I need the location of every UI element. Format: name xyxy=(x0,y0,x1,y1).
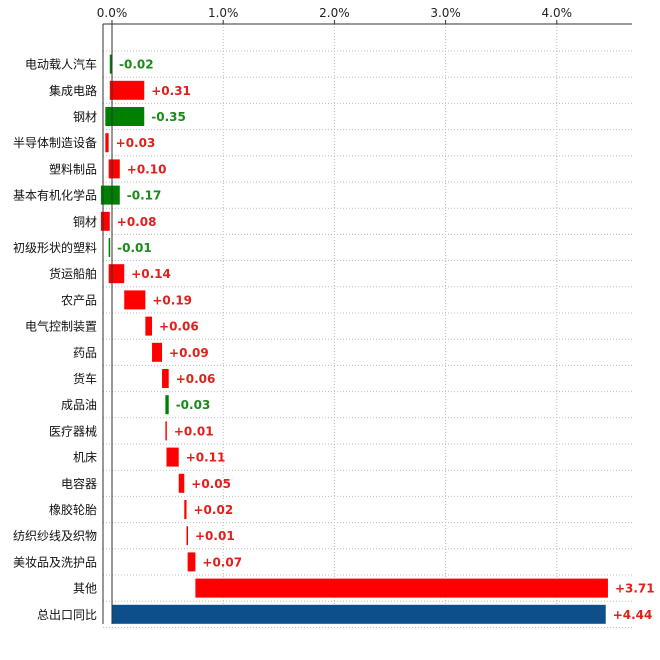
value-label: +0.31 xyxy=(151,84,191,98)
waterfall-bar xyxy=(108,264,125,284)
category-label: 其他 xyxy=(73,582,97,596)
value-label: +0.02 xyxy=(194,503,234,517)
waterfall-bar xyxy=(145,316,153,336)
category-label: 成品油 xyxy=(61,398,97,412)
x-tick-labels: 0.0% 1.0% 2.0% 3.0% 4.0% xyxy=(97,6,572,24)
category-label: 初级形状的塑料 xyxy=(13,240,97,255)
waterfall-bar xyxy=(124,290,146,310)
waterfall-bar xyxy=(184,500,187,519)
waterfall-bar xyxy=(186,526,189,546)
bars xyxy=(100,54,608,624)
value-label: +4.44 xyxy=(613,608,653,622)
category-label: 美妆品及洗护品 xyxy=(13,555,97,569)
category-label: 医疗器械 xyxy=(49,423,97,438)
value-label: +0.19 xyxy=(152,293,192,307)
value-label: +0.06 xyxy=(159,320,199,334)
waterfall-bar xyxy=(108,238,111,257)
value-label: +0.10 xyxy=(127,162,167,176)
waterfall-bar xyxy=(152,342,163,362)
category-label: 货运船舶 xyxy=(49,266,97,281)
value-label: -0.02 xyxy=(119,58,154,72)
category-label: 机床 xyxy=(73,451,97,465)
category-labels: 电动载人汽车集成电路钢材半导体制造设备塑料制品基本有机化学品铜材初级形状的塑料货… xyxy=(13,57,97,622)
x-tick-label: 1.0% xyxy=(208,6,239,20)
axes xyxy=(102,23,632,624)
waterfall-bar xyxy=(195,578,608,598)
value-label: +0.03 xyxy=(116,136,156,150)
category-label: 电气控制装置 xyxy=(25,319,97,334)
x-tick-label: 3.0% xyxy=(430,6,461,20)
category-label: 电容器 xyxy=(61,476,97,491)
category-label: 农产品 xyxy=(61,293,97,307)
category-label: 铜材 xyxy=(73,214,97,229)
waterfall-bar xyxy=(105,133,109,153)
value-label: +3.71 xyxy=(615,582,655,596)
waterfall-bar xyxy=(100,185,120,205)
waterfall-bar xyxy=(178,473,185,493)
category-label: 橡胶轮胎 xyxy=(49,502,97,517)
category-label: 基本有机化学品 xyxy=(13,188,97,203)
value-label: +0.09 xyxy=(169,346,209,360)
value-label: +0.08 xyxy=(117,215,157,229)
value-label: -0.17 xyxy=(127,189,162,203)
value-label: +0.05 xyxy=(191,477,231,491)
value-label: +0.01 xyxy=(195,529,235,543)
category-label: 药品 xyxy=(73,346,97,360)
category-label: 集成电路 xyxy=(49,83,97,98)
category-label: 钢材 xyxy=(73,110,97,124)
waterfall-bar xyxy=(109,80,145,100)
value-label: +0.01 xyxy=(174,424,214,438)
value-label: +0.06 xyxy=(176,372,216,386)
waterfall-bar xyxy=(109,54,112,74)
waterfall-bar xyxy=(166,447,179,467)
waterfall-bar xyxy=(165,421,167,441)
category-label: 总出口同比 xyxy=(37,608,97,622)
category-label: 货车 xyxy=(73,371,97,386)
total-bar xyxy=(112,604,606,624)
value-labels: -0.02 +0.31 -0.35 +0.03 +0.10 -0.17 +0.08 -0.01… xyxy=(116,58,655,622)
value-label: -0.01 xyxy=(117,241,152,255)
value-label: +0.07 xyxy=(202,555,242,569)
category-label: 纺织纱线及织物 xyxy=(13,529,97,543)
category-label: 电动载人汽车 xyxy=(25,57,97,72)
waterfall-bar xyxy=(100,211,110,231)
value-label: -0.35 xyxy=(151,110,186,124)
category-label: 半导体制造设备 xyxy=(13,136,97,150)
waterfall-bar xyxy=(165,395,169,415)
value-label: +0.11 xyxy=(186,451,226,465)
value-label: +0.14 xyxy=(131,267,171,281)
x-tick-label: 4.0% xyxy=(542,6,573,20)
waterfall-bar xyxy=(105,107,145,126)
waterfall-bar xyxy=(108,159,120,179)
waterfall-bar xyxy=(187,552,196,572)
waterfall-bar xyxy=(162,369,169,388)
x-tick-label: 0.0% xyxy=(97,6,128,20)
category-label: 塑料制品 xyxy=(49,161,97,176)
value-label: -0.03 xyxy=(176,398,211,412)
x-tick-label: 2.0% xyxy=(319,6,350,20)
grid-lines xyxy=(103,24,632,628)
